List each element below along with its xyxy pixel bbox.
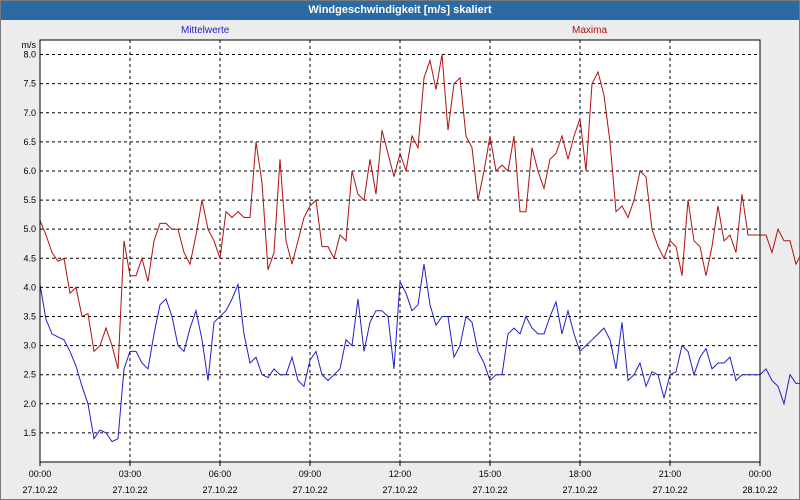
y-tick-label: 4.0 [23, 282, 36, 292]
y-tick-label: 2.5 [23, 370, 36, 380]
y-tick-label: 8.0 [23, 50, 36, 60]
x-tick-date: 27.10.22 [472, 485, 507, 495]
y-tick-label: 5.5 [23, 195, 36, 205]
series-line-mittelwerte [39, 264, 800, 443]
x-tick-time: 06:00 [209, 469, 232, 479]
x-tick-time: 00:00 [29, 469, 52, 479]
y-tick-label: 3.0 [23, 341, 36, 351]
x-tick-time: 18:00 [569, 469, 592, 479]
plot-area [39, 39, 761, 463]
x-tick-date: 27.10.22 [202, 485, 237, 495]
y-tick-label: 7.0 [23, 108, 36, 118]
x-tick-date: 28.10.22 [742, 485, 777, 495]
x-tick-date: 27.10.22 [652, 485, 687, 495]
series-line-maxima [39, 54, 800, 370]
series-lines [39, 54, 800, 443]
x-tick-date: 27.10.22 [112, 485, 147, 495]
x-tick-time: 00:00 [749, 469, 772, 479]
legend-mittelwerte: Mittelwerte [181, 25, 230, 36]
y-tick-label: 2.0 [23, 399, 36, 409]
y-tick-label: 4.5 [23, 253, 36, 263]
x-tick-date: 27.10.22 [22, 485, 57, 495]
y-tick-label: 6.5 [23, 137, 36, 147]
grid [39, 40, 761, 466]
x-tick-date: 27.10.22 [382, 485, 417, 495]
x-tick-time: 12:00 [389, 469, 412, 479]
legend-maxima: Maxima [572, 25, 608, 36]
y-tick-label: 7.5 [23, 79, 36, 89]
x-tick-time: 21:00 [659, 469, 682, 479]
x-tick-time: 15:00 [479, 469, 502, 479]
y-tick-label: 5.0 [23, 224, 36, 234]
tick-labels: 1.5 2.0 2.5 3.0 3.5 4.0 4.5 5.0 5.5 6.0 6.5 7.0 7.5 8… [22, 40, 778, 495]
x-tick-date: 27.10.22 [562, 485, 597, 495]
x-tick-date: 27.10.22 [292, 485, 327, 495]
y-tick-label: 1.5 [23, 428, 36, 438]
chart-title: Windgeschwindigkeit [m/s] skaliert [1, 1, 799, 20]
x-tick-time: 03:00 [119, 469, 142, 479]
x-tick-time: 09:00 [299, 469, 322, 479]
y-axis-label: m/s [22, 40, 37, 50]
y-tick-label: 6.0 [23, 166, 36, 176]
y-tick-label: 3.5 [23, 311, 36, 321]
